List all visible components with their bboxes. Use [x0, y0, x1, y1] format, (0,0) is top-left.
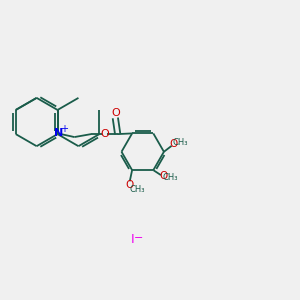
Text: O: O: [159, 171, 167, 181]
Text: CH₃: CH₃: [162, 173, 178, 182]
Text: CH₃: CH₃: [173, 138, 188, 147]
Text: O: O: [111, 109, 120, 118]
Text: N: N: [54, 128, 63, 138]
Text: I: I: [130, 233, 134, 246]
Text: +: +: [60, 124, 68, 134]
Text: O: O: [126, 180, 134, 190]
Text: CH₃: CH₃: [129, 185, 145, 194]
Text: O: O: [169, 139, 178, 149]
Text: −: −: [134, 233, 143, 243]
Text: O: O: [100, 129, 109, 139]
